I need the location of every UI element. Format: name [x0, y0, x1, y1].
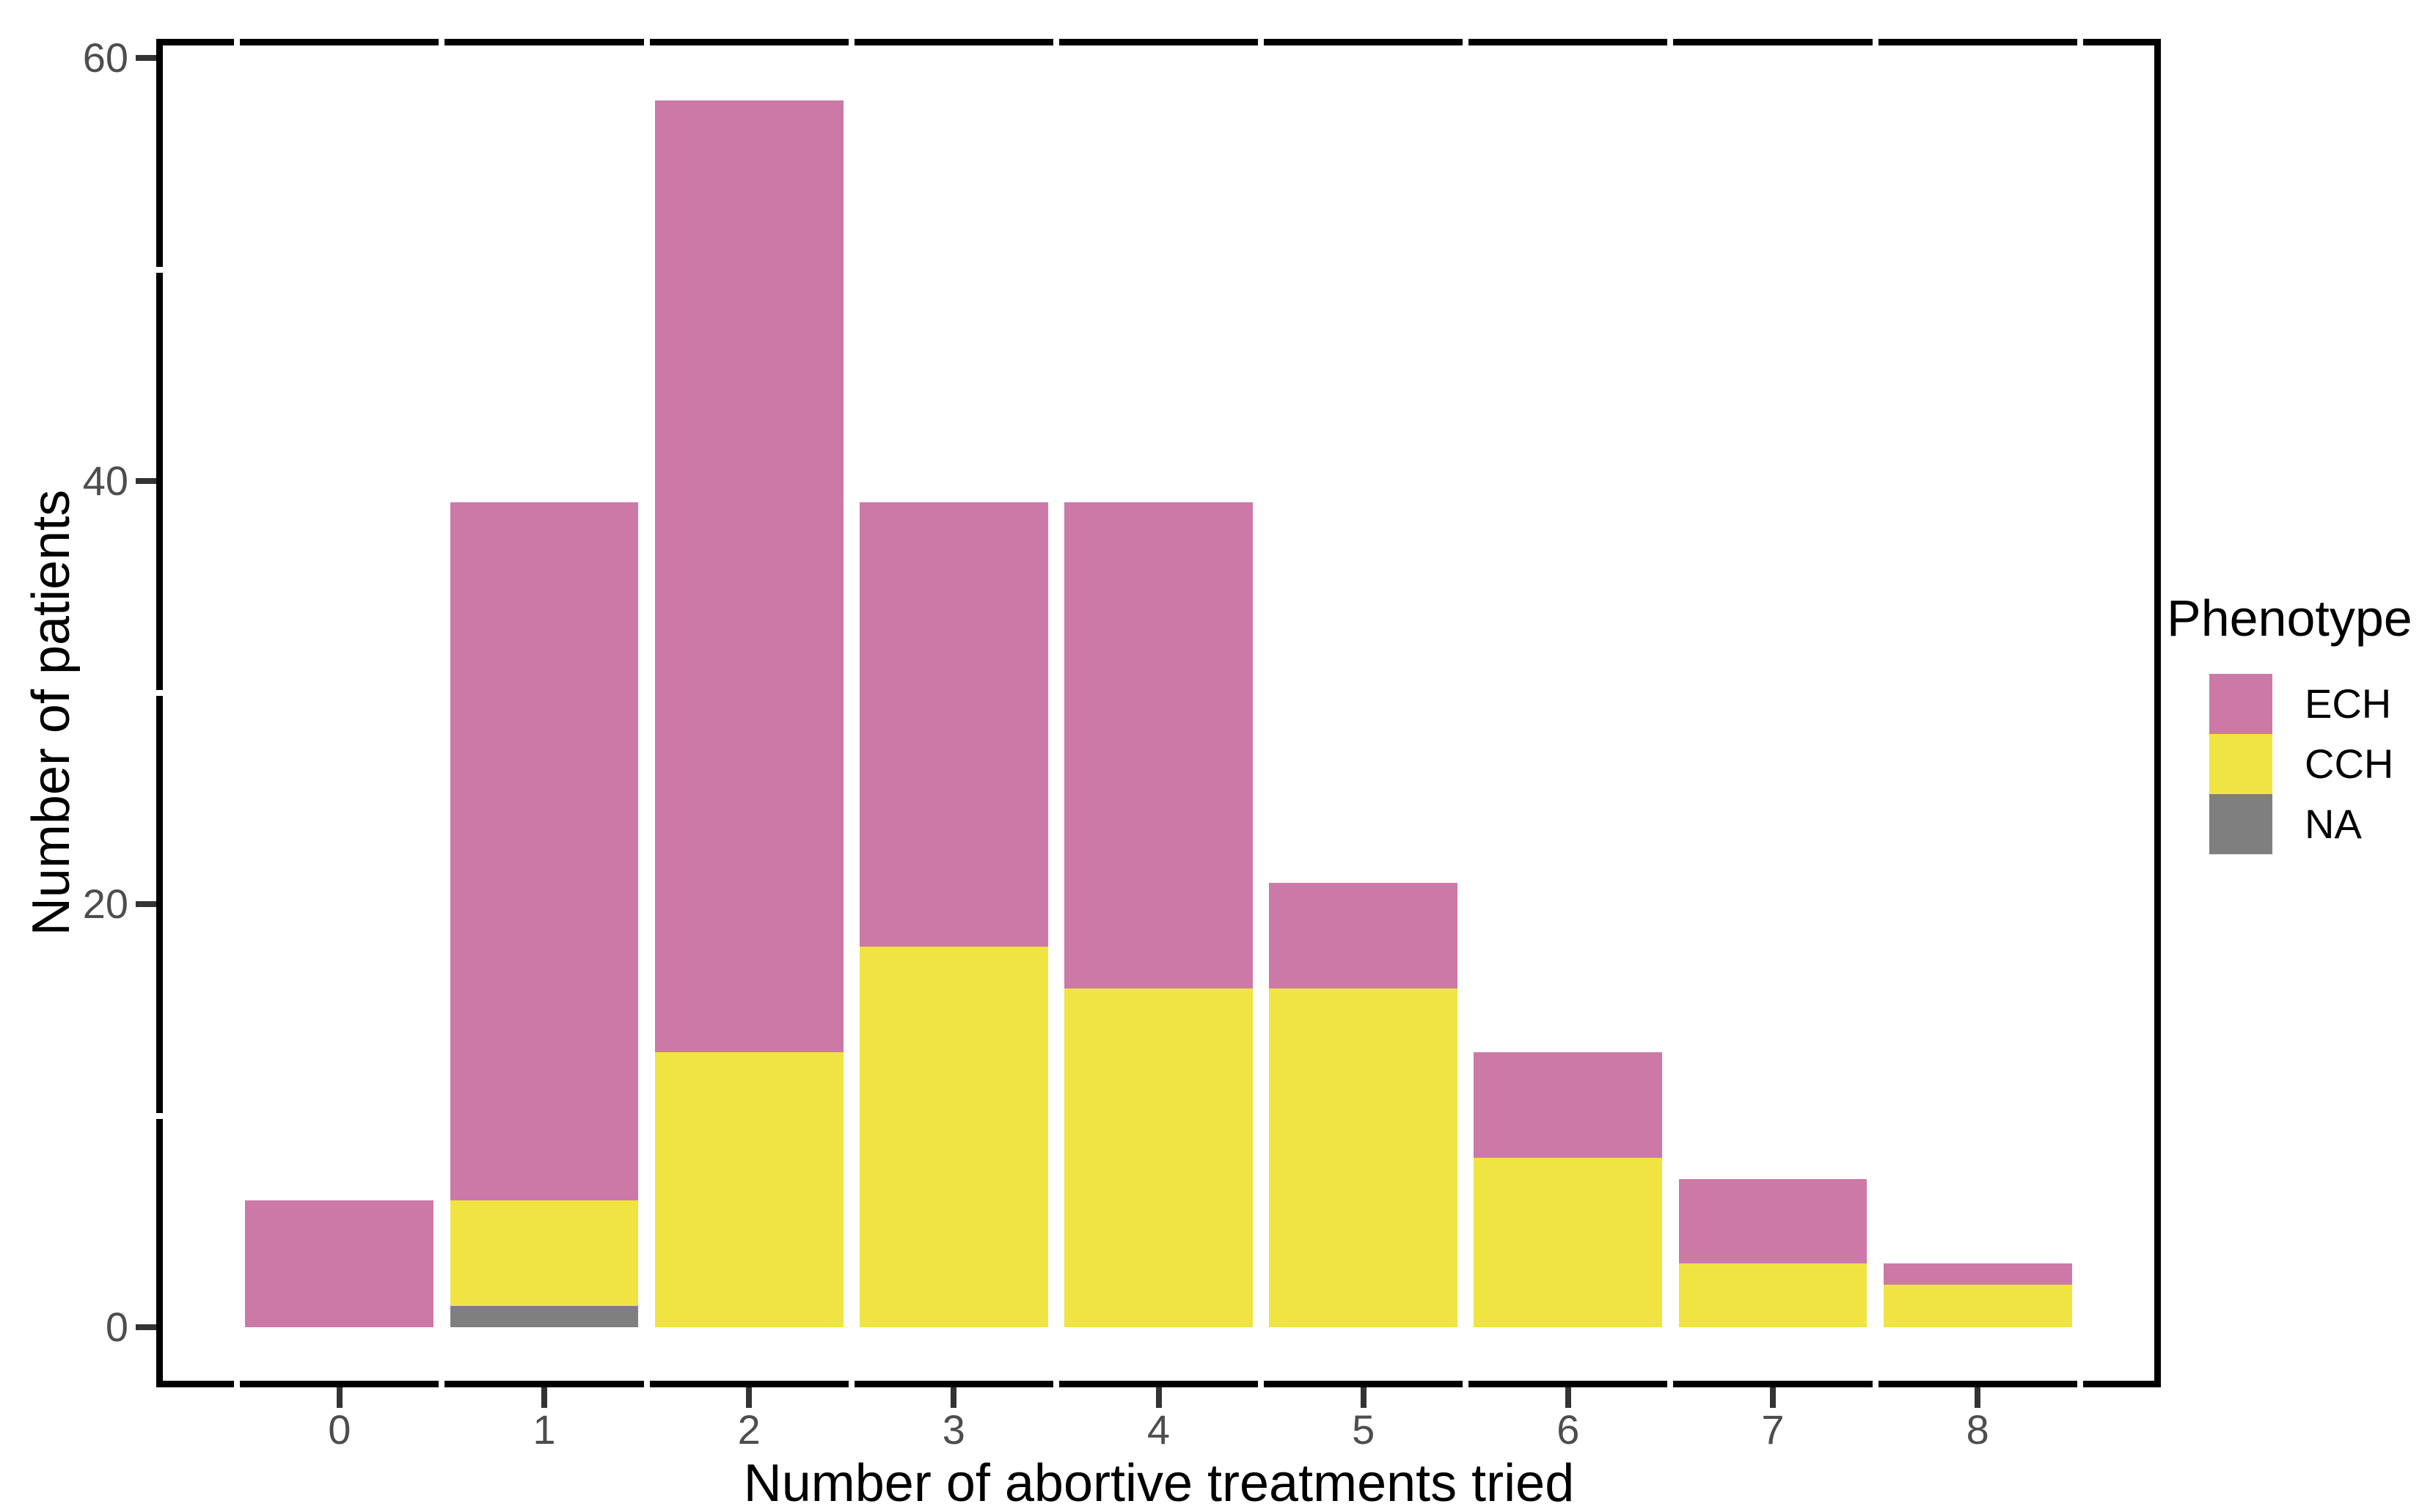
x-minor-tick-notch-bottom — [1053, 1381, 1059, 1387]
x-minor-tick-notch-top — [848, 39, 855, 45]
x-tick-4 — [1155, 1387, 1162, 1408]
x-tick-label-8: 8 — [1966, 1406, 1989, 1453]
y-minor-tick-notch-30 — [156, 689, 163, 696]
legend-swatch-na — [2209, 794, 2272, 854]
bar-7-segment-ech — [1678, 1179, 1867, 1264]
x-tick-8 — [1975, 1387, 1981, 1408]
x-tick-label-4: 4 — [1146, 1406, 1171, 1453]
y-tick-0 — [136, 1324, 156, 1330]
bar-5-segment-ech — [1269, 883, 1458, 989]
x-tick-label-5: 5 — [1352, 1406, 1375, 1453]
bar-8-segment-cch — [1883, 1285, 2072, 1327]
x-tick-7 — [1769, 1387, 1776, 1408]
x-minor-tick-notch-bottom — [1872, 1381, 1878, 1387]
legend-swatch-ech — [2209, 674, 2272, 734]
bar-5-segment-cch — [1269, 988, 1458, 1327]
x-minor-tick-notch-bottom — [848, 1381, 855, 1387]
legend: Phenotype ECH CCH NA — [2167, 589, 2412, 854]
x-minor-tick-notch-bottom — [1667, 1381, 1674, 1387]
y-tick-60 — [136, 55, 156, 61]
legend-label-cch: CCH — [2305, 741, 2394, 787]
x-minor-tick-notch-top — [234, 39, 241, 45]
bar-1-segment-cch — [450, 1200, 639, 1307]
x-axis-title: Number of abortive treatments tried — [743, 1454, 1575, 1512]
y-tick-20 — [136, 901, 156, 907]
bar-8-segment-ech — [1883, 1263, 2072, 1285]
bar-1-segment-ech — [450, 502, 639, 1200]
x-tick-label-2: 2 — [737, 1406, 761, 1453]
legend-label-ech: ECH — [2305, 680, 2392, 727]
y-minor-tick-notch-10 — [156, 1112, 163, 1119]
plot-panel-border — [156, 39, 2161, 1387]
x-tick-3 — [951, 1387, 957, 1408]
bar-2-segment-cch — [654, 1052, 844, 1327]
legend-entry-na: NA — [2209, 794, 2412, 854]
x-minor-tick-notch-bottom — [1463, 1381, 1469, 1387]
x-minor-tick-notch-top — [1872, 39, 1878, 45]
bar-4-segment-cch — [1064, 988, 1253, 1327]
x-tick-6 — [1565, 1387, 1571, 1408]
x-tick-label-1: 1 — [533, 1406, 556, 1453]
x-tick-label-7: 7 — [1761, 1406, 1785, 1453]
legend-label-na: NA — [2305, 801, 2362, 847]
x-tick-0 — [336, 1387, 343, 1408]
x-minor-tick-notch-bottom — [234, 1381, 241, 1387]
x-minor-tick-notch-bottom — [1258, 1381, 1265, 1387]
bar-6-segment-ech — [1474, 1052, 1663, 1159]
bar-7-segment-cch — [1678, 1263, 1867, 1327]
x-minor-tick-notch-bottom — [439, 1381, 445, 1387]
x-minor-tick-notch-bottom — [643, 1381, 650, 1387]
bar-6-segment-cch — [1474, 1158, 1663, 1327]
y-minor-tick-notch-50 — [156, 266, 163, 273]
y-tick-40 — [136, 478, 156, 484]
x-tick-label-6: 6 — [1556, 1406, 1580, 1453]
x-minor-tick-notch-bottom — [2077, 1381, 2083, 1387]
x-tick-1 — [541, 1387, 547, 1408]
x-minor-tick-notch-top — [1667, 39, 1674, 45]
y-tick-label-0: 0 — [105, 1304, 128, 1350]
x-tick-label-0: 0 — [328, 1406, 351, 1453]
x-minor-tick-notch-top — [1463, 39, 1469, 45]
legend-items: ECH CCH NA — [2209, 674, 2412, 854]
bar-0-segment-ech — [245, 1200, 434, 1327]
legend-entry-ech: ECH — [2209, 674, 2412, 734]
x-minor-tick-notch-top — [1258, 39, 1265, 45]
x-minor-tick-notch-top — [439, 39, 445, 45]
x-minor-tick-notch-top — [2077, 39, 2083, 45]
legend-swatch-cch — [2209, 734, 2272, 794]
x-minor-tick-notch-top — [643, 39, 650, 45]
x-tick-label-3: 3 — [942, 1406, 965, 1453]
legend-entry-cch: CCH — [2209, 734, 2412, 794]
bar-4-segment-ech — [1064, 502, 1253, 989]
x-minor-tick-notch-top — [1053, 39, 1059, 45]
y-tick-label-20: 20 — [82, 881, 128, 927]
y-tick-label-40: 40 — [82, 458, 128, 504]
bar-1-segment-na — [450, 1306, 639, 1327]
bar-2-segment-ech — [654, 100, 844, 1052]
legend-title: Phenotype — [2167, 590, 2412, 647]
bar-3-segment-ech — [859, 502, 1048, 947]
y-tick-label-60: 60 — [82, 34, 128, 81]
bar-3-segment-cch — [859, 946, 1048, 1327]
x-tick-5 — [1360, 1387, 1366, 1408]
y-axis-title: Number of patients — [22, 489, 81, 936]
x-tick-2 — [746, 1387, 753, 1408]
